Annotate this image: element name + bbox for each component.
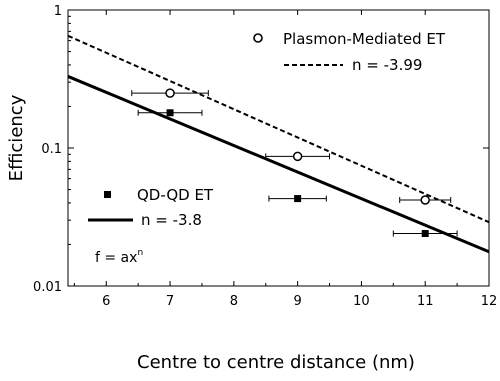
x-tick-label: 9 [293,294,301,309]
y-tick-label: 1 [54,4,62,19]
fit-line-qdqd [67,75,490,254]
legend-open-circle-marker [253,33,263,43]
formula-exponent: n [137,248,143,258]
legend-qdqd: QD-QD ET n = -3.8 [88,186,214,229]
axes-group: 6 7 8 9 10 11 12 0.01 0.1 1 [33,4,497,309]
x-tick-label: 10 [353,294,370,309]
y-tick-label: 0.01 [33,280,62,295]
y-tick-label: 0.1 [41,142,62,157]
formula-base: f = ax [95,250,137,266]
x-tick-label: 11 [417,294,434,309]
x-tick-label: 8 [230,294,238,309]
legend-qdqd-fit-label: n = -3.8 [141,211,202,229]
legend-filled-square-marker [104,191,111,198]
x-axis-title: Centre to centre distance (nm) [137,352,415,373]
data-point-qdqd [166,109,174,117]
data-point-plasmon [165,88,175,98]
legend-plasmon-label: Plasmon-Mediated ET [283,30,446,48]
data-point-plasmon [420,195,430,205]
x-tick-label: 6 [102,294,110,309]
data-point-qdqd [421,230,429,238]
x-tick-label: 7 [166,294,174,309]
data-markers-group [131,88,458,238]
fit-lines-group [67,34,490,254]
data-point-qdqd [294,195,302,203]
x-tick-label: 12 [481,294,498,309]
legend-qdqd-label: QD-QD ET [137,186,214,204]
fit-line-plasmon [67,34,490,224]
y-axis-title: Efficiency [6,94,27,181]
data-point-plasmon [292,151,303,162]
formula-annotation: f = axn [95,248,143,266]
plot-frame [67,9,490,287]
legend-plasmon: Plasmon-Mediated ET n = -3.99 [253,30,446,74]
legend-plasmon-fit-label: n = -3.99 [352,56,422,74]
